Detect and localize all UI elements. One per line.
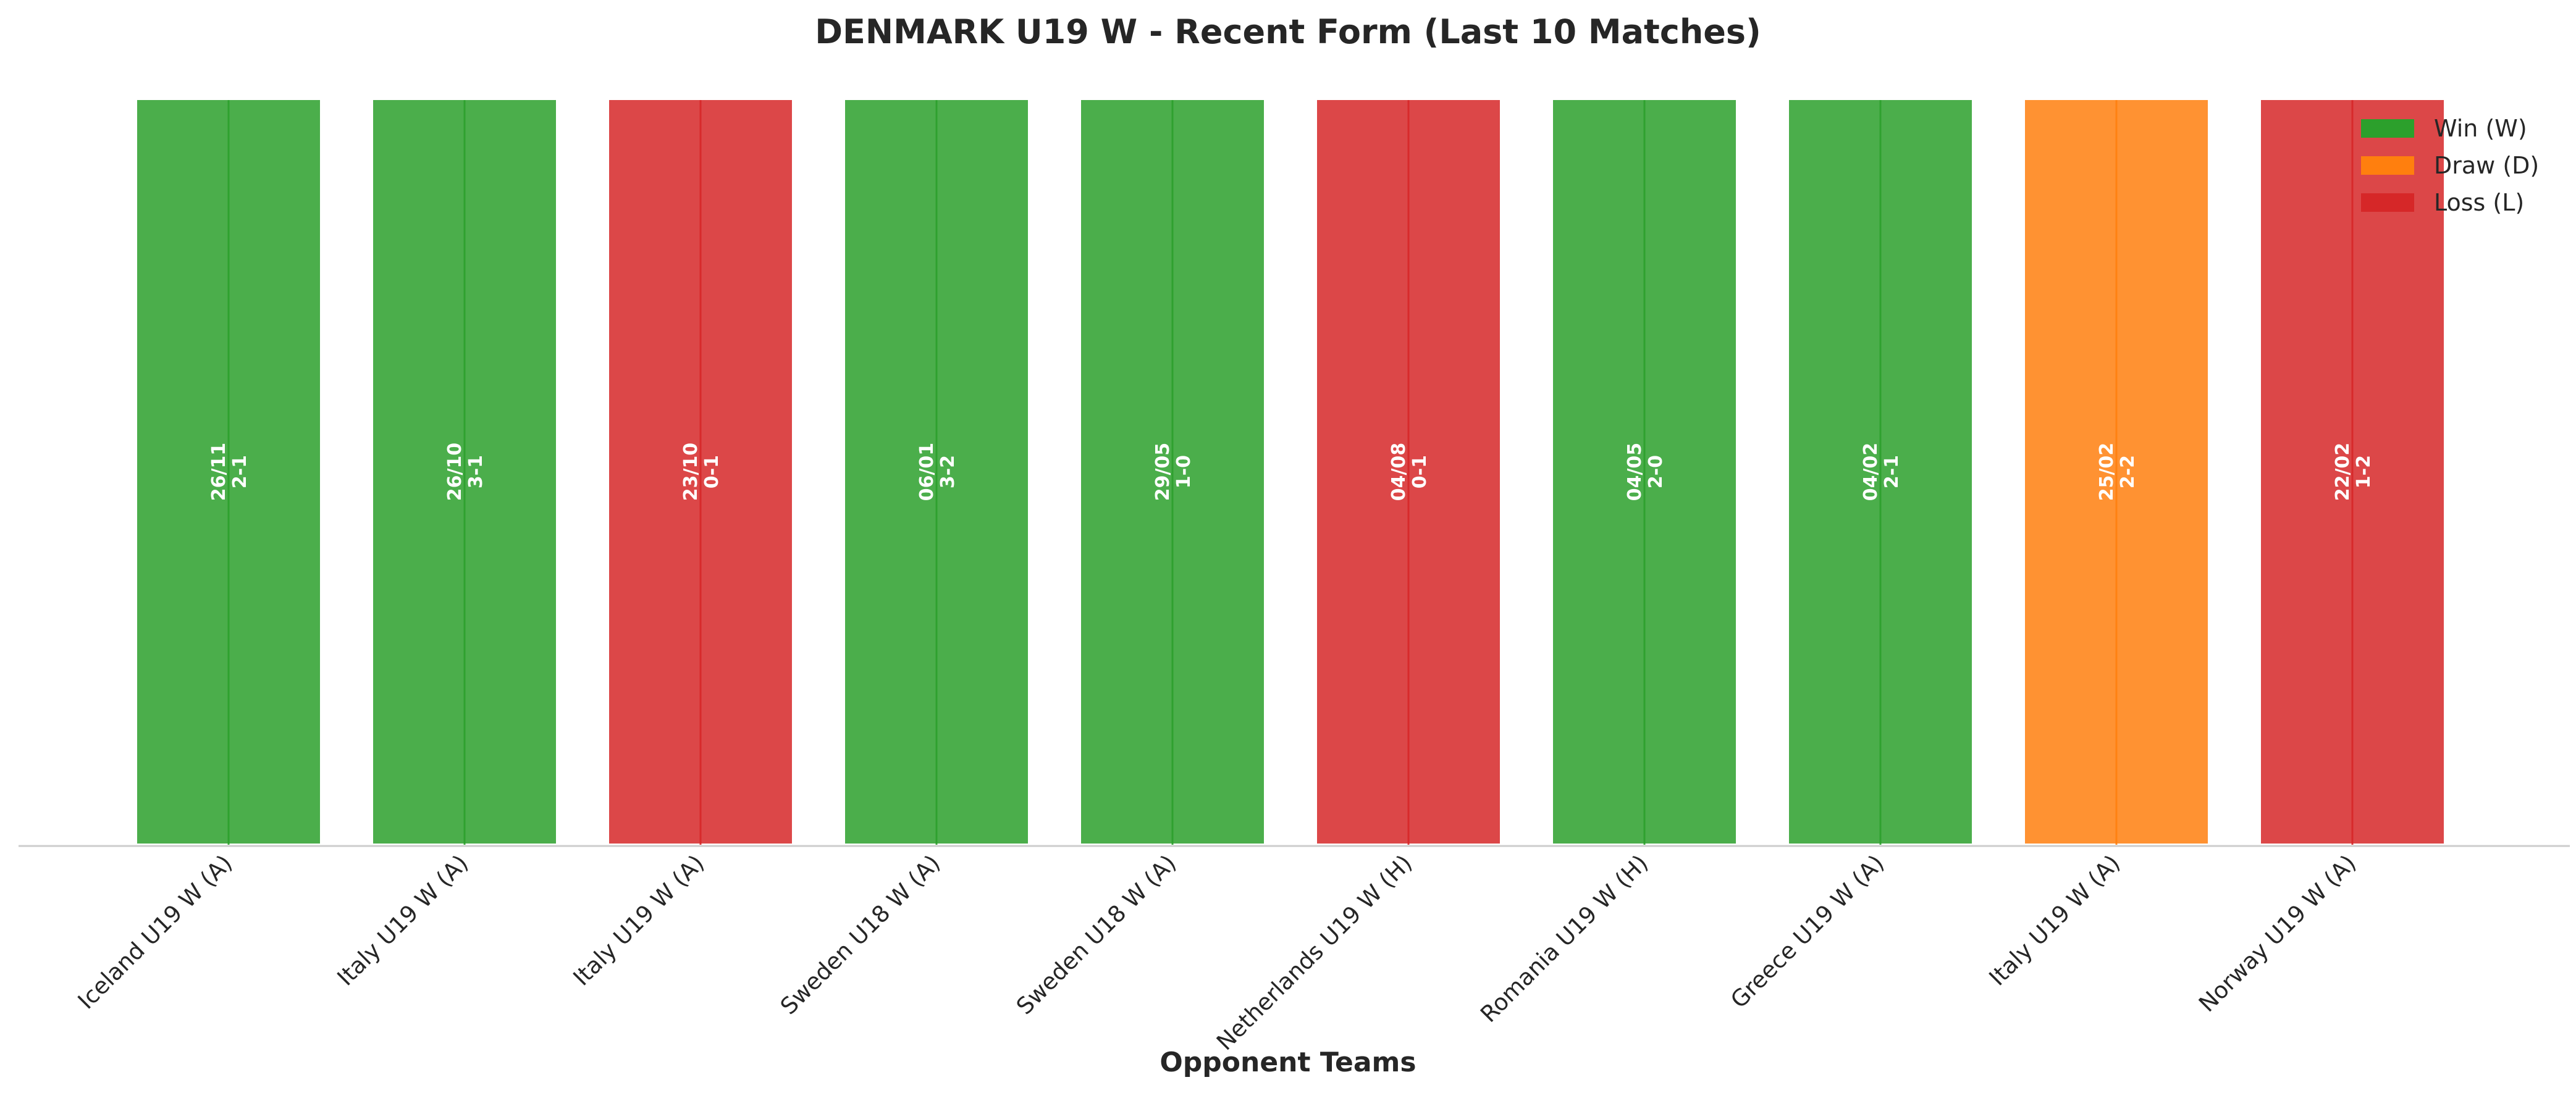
match-date: 06/01 bbox=[916, 443, 938, 501]
x-axis-label: Opponent Teams bbox=[1160, 1047, 1416, 1078]
bar-label-10: 22/021-2 bbox=[2332, 443, 2375, 501]
match-score: 2-1 bbox=[1881, 455, 1903, 488]
match-date: 29/05 bbox=[1152, 443, 1174, 501]
x-tick-label-3: Italy U19 W (A) bbox=[568, 850, 710, 991]
match-score: 1-0 bbox=[1173, 455, 1195, 488]
x-tick-label-2: Italy U19 W (A) bbox=[332, 850, 474, 991]
bar-label-8: 04/022-1 bbox=[1860, 443, 1903, 501]
match-score: 2-0 bbox=[1645, 455, 1667, 488]
legend-label-w: Win (W) bbox=[2434, 115, 2527, 142]
x-tick-labels: Iceland U19 W (A) Italy U19 W (A) Italy U1… bbox=[73, 850, 2362, 1055]
match-score: 0-1 bbox=[1409, 455, 1431, 488]
bar-label-1: 26/112-1 bbox=[208, 443, 251, 501]
legend: Win (W) Draw (D) Loss (L) bbox=[2361, 115, 2539, 216]
match-date: 04/02 bbox=[1860, 443, 1882, 501]
match-date: 22/02 bbox=[2332, 443, 2354, 501]
bar-label-2: 26/103-1 bbox=[444, 443, 487, 501]
chart-title: DENMARK U19 W - Recent Form (Last 10 Mat… bbox=[815, 12, 1761, 51]
match-score: 3-1 bbox=[465, 455, 487, 488]
legend-swatch-l bbox=[2361, 193, 2414, 212]
legend-label-d: Draw (D) bbox=[2434, 152, 2539, 179]
match-score: 2-1 bbox=[229, 455, 251, 488]
bar-label-4: 06/013-2 bbox=[916, 443, 959, 501]
x-tick-label-6: Netherlands U19 W (H) bbox=[1211, 850, 1417, 1055]
x-tick-label-1: Iceland U19 W (A) bbox=[73, 850, 238, 1015]
legend-label-l: Loss (L) bbox=[2434, 189, 2524, 216]
bar-label-9: 25/022-2 bbox=[2096, 443, 2139, 501]
bar-label-7: 04/052-0 bbox=[1624, 443, 1667, 501]
x-tick-label-10: Norway U19 W (A) bbox=[2194, 850, 2361, 1017]
match-date: 23/10 bbox=[680, 443, 702, 501]
bar-label-6: 04/080-1 bbox=[1388, 443, 1431, 501]
match-date: 04/08 bbox=[1388, 443, 1410, 501]
match-score: 3-2 bbox=[937, 455, 959, 488]
match-score: 2-2 bbox=[2117, 455, 2139, 488]
match-score: 0-1 bbox=[701, 455, 723, 488]
bar-label-3: 23/100-1 bbox=[680, 443, 723, 501]
bar-label-5: 29/051-0 bbox=[1152, 443, 1195, 501]
bars-group: 26/112-1 26/103-1 23/100-1 06/013-2 29/051-0… bbox=[135, 98, 2446, 846]
x-tick-label-9: Italy U19 W (A) bbox=[1984, 850, 2126, 991]
x-tick-label-5: Sweden U18 W (A) bbox=[1011, 850, 1181, 1020]
match-date: 04/05 bbox=[1624, 443, 1646, 501]
x-tick-label-7: Romania U19 W (H) bbox=[1475, 850, 1653, 1028]
match-date: 26/11 bbox=[208, 443, 230, 501]
match-date: 26/10 bbox=[444, 443, 466, 501]
legend-swatch-d bbox=[2361, 156, 2414, 175]
x-tick-label-8: Greece U19 W (A) bbox=[1725, 850, 1889, 1013]
match-score: 1-2 bbox=[2353, 455, 2375, 488]
legend-swatch-w bbox=[2361, 119, 2414, 138]
x-tick-label-4: Sweden U18 W (A) bbox=[775, 850, 945, 1020]
match-date: 25/02 bbox=[2096, 443, 2118, 501]
